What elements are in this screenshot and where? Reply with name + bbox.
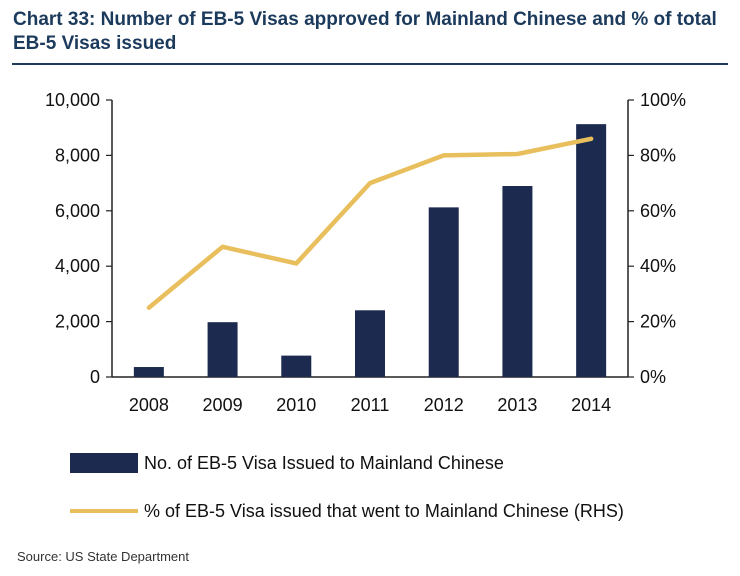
x-tick-label: 2009	[203, 395, 243, 415]
tick-labels: 0 2,000 4,000 6,000 8,000 10,000 0% 20% 40% 60% 80…	[45, 90, 686, 415]
bar	[355, 310, 385, 377]
left-tick-label: 10,000	[45, 90, 100, 110]
chart-canvas: 0 2,000 4,000 6,000 8,000 10,000 0% 20% 40% 60% 80…	[45, 90, 686, 415]
x-tick-label: 2008	[129, 395, 169, 415]
bar	[133, 367, 164, 377]
left-tick-label: 6,000	[55, 201, 100, 221]
bar	[207, 322, 238, 377]
bar	[502, 186, 533, 377]
legend-line-swatch	[70, 509, 138, 513]
right-tick-label: 60%	[640, 201, 676, 221]
title-divider	[12, 63, 728, 65]
bar	[281, 355, 312, 377]
legend-label-bars: No. of EB-5 Visa Issued to Mainland Chin…	[144, 452, 504, 473]
source-note: Source: US State Department	[17, 549, 189, 564]
right-tick-label: 20%	[640, 312, 676, 332]
x-tick-label: 2014	[571, 395, 611, 415]
right-tick-label: 100%	[640, 90, 686, 110]
bar	[576, 124, 607, 377]
x-tick-label: 2011	[351, 395, 390, 415]
left-tick-label: 4,000	[55, 256, 100, 276]
x-tick-label: 2013	[497, 395, 537, 415]
left-tick-label: 8,000	[55, 145, 100, 165]
bar	[428, 207, 459, 377]
legend-item-bars: No. of EB-5 Visa Issued to Mainland Chin…	[70, 448, 624, 478]
legend: No. of EB-5 Visa Issued to Mainland Chin…	[70, 448, 624, 544]
line-series	[146, 136, 594, 310]
x-tick-label: 2010	[276, 395, 316, 415]
chart-title: Chart 33: Number of EB-5 Visas approved …	[13, 9, 717, 54]
right-tick-label: 0%	[640, 367, 666, 387]
left-tick-label: 2,000	[55, 312, 100, 332]
legend-label-line: % of EB-5 Visa issued that went to Mainl…	[144, 500, 624, 521]
legend-bar-swatch	[70, 453, 138, 473]
left-tick-label: 0	[90, 367, 100, 387]
right-tick-label: 40%	[640, 256, 676, 276]
x-tick-label: 2012	[424, 395, 464, 415]
right-tick-label: 80%	[640, 145, 676, 165]
bar-series	[133, 124, 607, 377]
legend-item-line: % of EB-5 Visa issued that went to Mainl…	[70, 496, 624, 526]
